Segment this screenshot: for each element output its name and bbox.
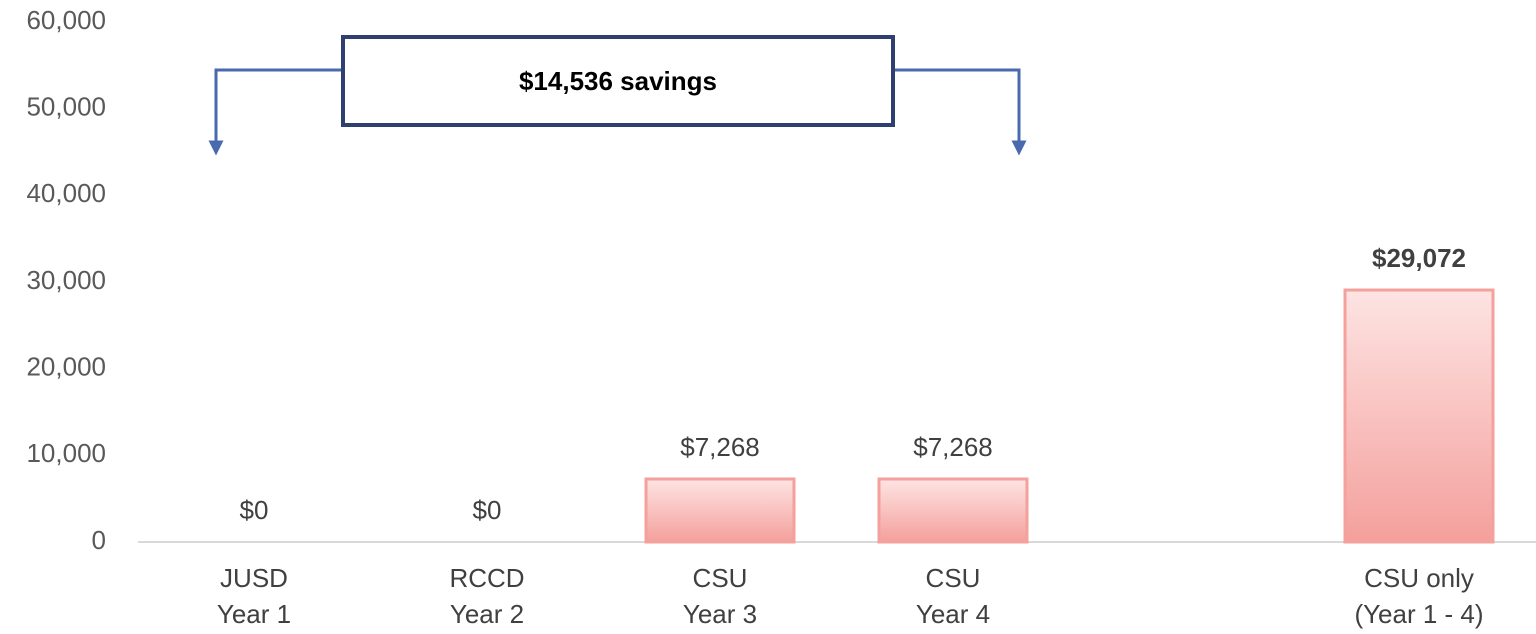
- data-label: $0: [240, 495, 269, 525]
- y-tick-label: 50,000: [26, 92, 106, 122]
- x-tick-label: RCCD: [449, 563, 524, 593]
- x-tick-label: CSU: [693, 563, 748, 593]
- bar: [877, 477, 1029, 544]
- bar: [644, 477, 796, 544]
- data-label: $7,268: [680, 432, 760, 462]
- y-tick-label: 20,000: [26, 352, 106, 382]
- y-tick-label: 30,000: [26, 265, 106, 295]
- bracket-right: [893, 68, 1027, 156]
- x-tick-label: CSU only: [1364, 563, 1474, 593]
- x-tick-label: (Year 1 - 4): [1354, 599, 1483, 629]
- x-tick-label: CSU: [926, 563, 981, 593]
- x-tick-label: JUSD: [220, 563, 288, 593]
- data-label: $0: [473, 495, 502, 525]
- x-tick-label: Year 3: [683, 599, 757, 629]
- x-tick-label: Year 4: [916, 599, 990, 629]
- y-tick-label: 0: [92, 525, 106, 555]
- data-label: $29,072: [1372, 243, 1466, 273]
- x-tick-label: Year 2: [450, 599, 524, 629]
- annotation-box: [341, 35, 895, 127]
- y-tick-label: 60,000: [26, 5, 106, 35]
- y-tick-label: 10,000: [26, 438, 106, 468]
- data-label: $7,268: [913, 432, 993, 462]
- annotation: $14,536 savings: [519, 66, 717, 96]
- bar: [1343, 288, 1495, 544]
- x-tick-label: Year 1: [217, 599, 291, 629]
- y-tick-label: 40,000: [26, 178, 106, 208]
- bracket-left: [208, 68, 343, 156]
